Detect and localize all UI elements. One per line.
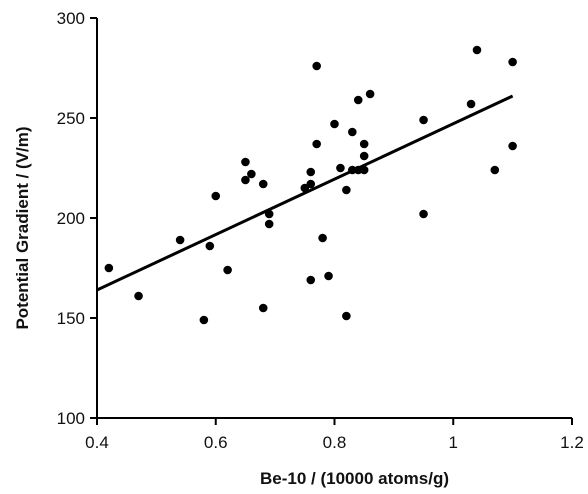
data-point bbox=[306, 167, 316, 177]
data-point bbox=[205, 241, 215, 251]
data-point bbox=[508, 57, 517, 67]
tick-labels: 0.4 0.6 0.8 1 1.2 100 150 200 250 300 bbox=[57, 9, 584, 452]
data-point bbox=[264, 219, 274, 229]
data-point bbox=[419, 209, 428, 219]
x-tick-label: 0.4 bbox=[85, 433, 109, 452]
data-point bbox=[490, 165, 500, 175]
data-point bbox=[199, 315, 209, 325]
data-point bbox=[348, 127, 357, 137]
data-point bbox=[419, 115, 428, 125]
data-point bbox=[258, 179, 268, 189]
data-point bbox=[175, 235, 185, 245]
data-point bbox=[306, 179, 316, 189]
y-tick-label: 100 bbox=[57, 409, 85, 428]
data-point bbox=[241, 175, 250, 185]
y-tick-label: 150 bbox=[57, 309, 85, 328]
x-tick-label: 0.8 bbox=[323, 433, 347, 452]
data-point bbox=[312, 139, 321, 149]
data-point bbox=[472, 45, 482, 55]
data-point bbox=[342, 311, 351, 321]
data-point bbox=[312, 61, 321, 71]
data-point bbox=[324, 271, 333, 281]
data-point bbox=[365, 89, 375, 99]
data-point bbox=[359, 151, 369, 161]
data-point bbox=[223, 265, 232, 275]
x-axis-title: Be-10 / (10000 atoms/g) bbox=[260, 469, 449, 488]
y-tick-label: 300 bbox=[57, 9, 85, 28]
data-point bbox=[342, 185, 351, 195]
x-tick-label: 0.6 bbox=[204, 433, 228, 452]
data-point bbox=[306, 275, 316, 285]
y-axis-title: Potential Gradient / (V/m) bbox=[13, 126, 32, 329]
x-tick-label: 1 bbox=[449, 433, 458, 452]
data-point bbox=[336, 163, 345, 173]
y-tick-label: 250 bbox=[57, 109, 85, 128]
data-point bbox=[258, 303, 268, 313]
x-tick-label: 1.2 bbox=[560, 433, 584, 452]
trendline bbox=[96, 94, 514, 292]
data-point bbox=[134, 291, 143, 301]
data-point bbox=[330, 119, 339, 129]
data-point bbox=[247, 169, 256, 179]
data-point bbox=[104, 263, 114, 273]
axes bbox=[96, 18, 572, 419]
data-points bbox=[104, 45, 517, 325]
y-tick-label: 200 bbox=[57, 209, 85, 228]
data-point bbox=[359, 139, 369, 149]
data-point bbox=[241, 157, 250, 167]
trendline-group bbox=[96, 94, 514, 292]
data-point bbox=[318, 233, 327, 243]
ticks bbox=[90, 17, 573, 425]
data-point bbox=[353, 95, 363, 105]
data-point bbox=[508, 141, 517, 151]
data-point bbox=[466, 99, 476, 109]
data-point bbox=[211, 191, 221, 201]
